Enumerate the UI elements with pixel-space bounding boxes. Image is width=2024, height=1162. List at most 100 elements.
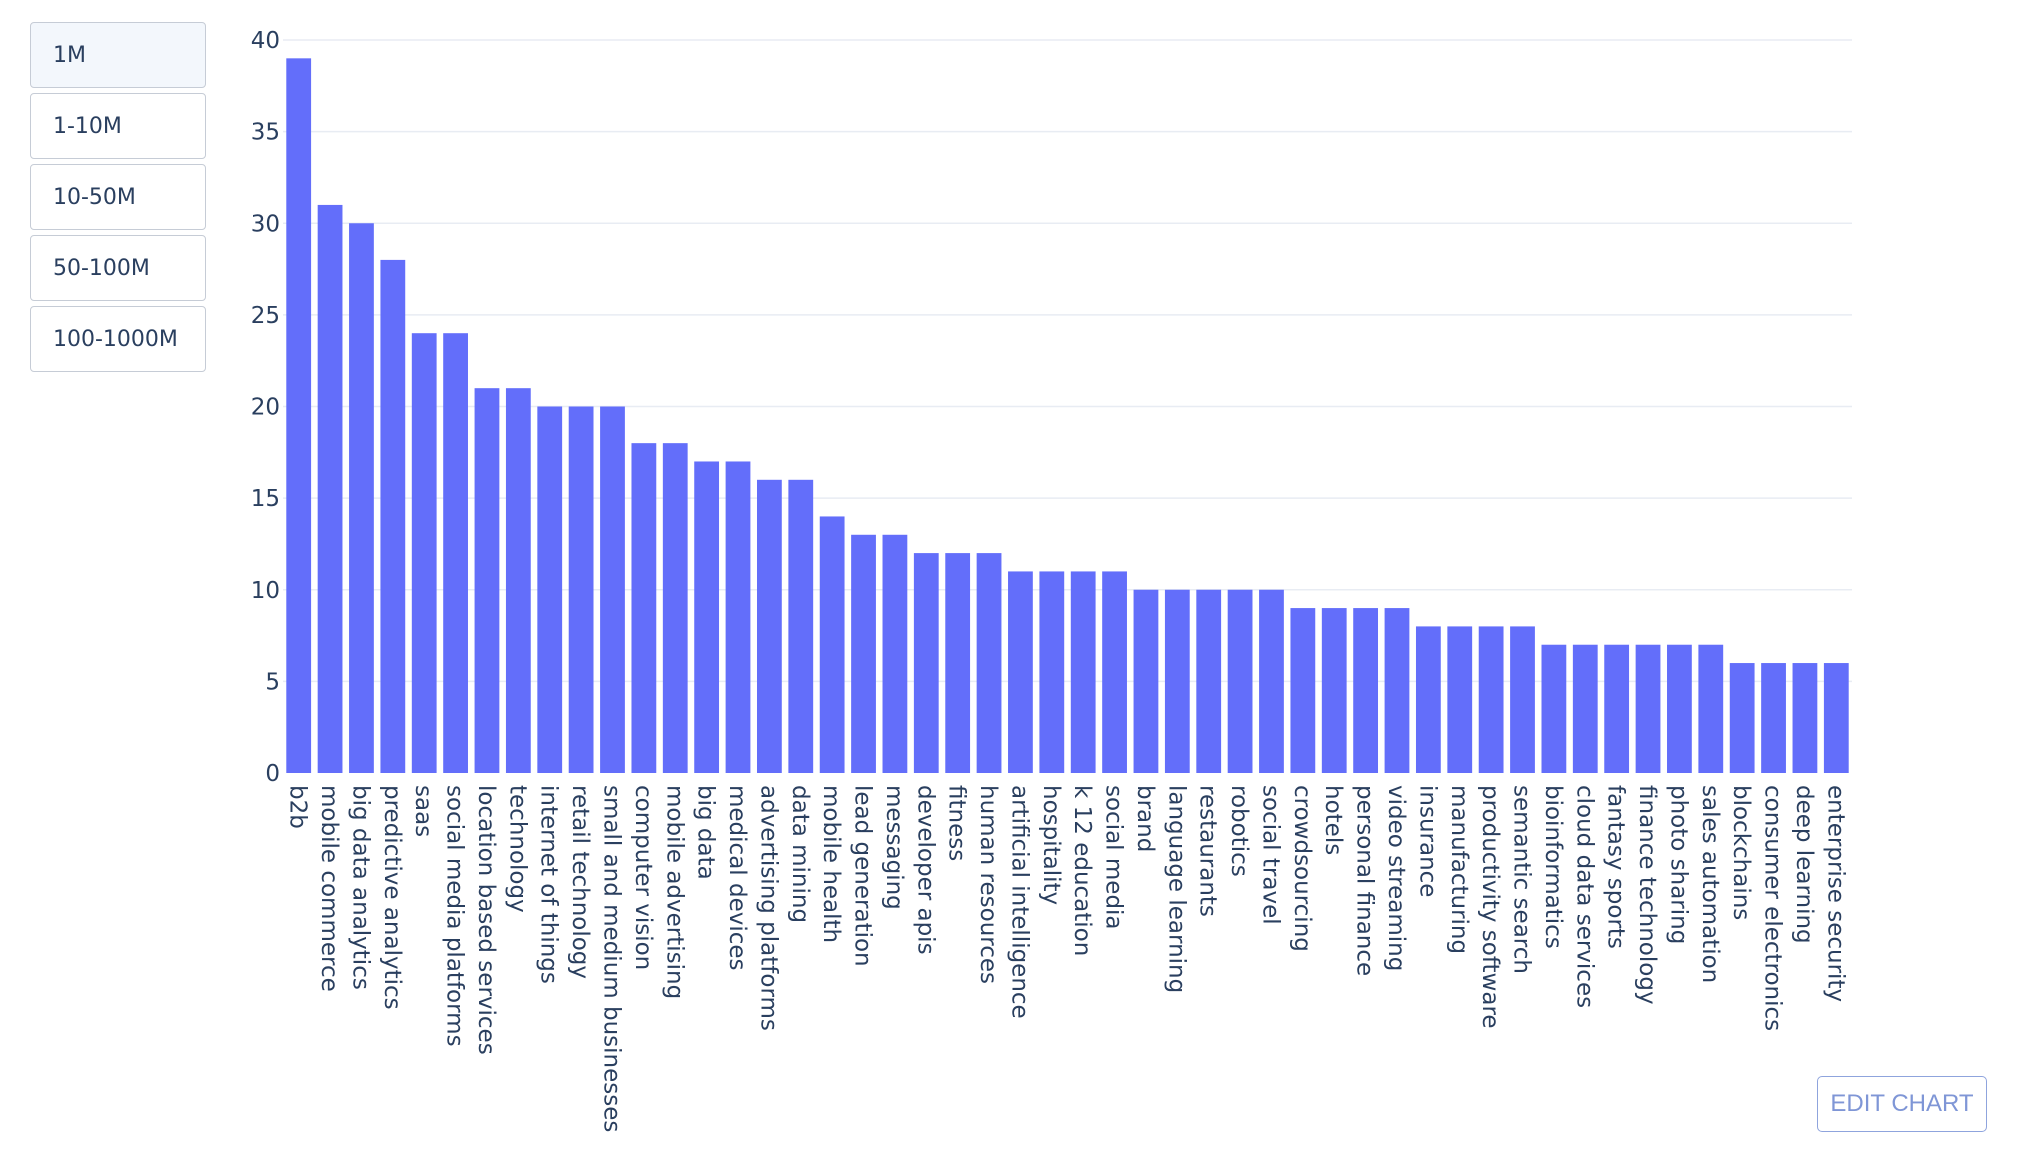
bar[interactable] bbox=[882, 534, 908, 773]
bar[interactable] bbox=[756, 479, 782, 773]
bar[interactable] bbox=[474, 388, 500, 773]
x-tick-label: saas bbox=[410, 785, 436, 837]
bar[interactable] bbox=[1133, 589, 1159, 773]
x-tick-label: human resources bbox=[975, 785, 1001, 984]
bar[interactable] bbox=[1635, 644, 1661, 773]
filter-50-100m-button[interactable]: 50-100M bbox=[30, 235, 206, 301]
bar[interactable] bbox=[1227, 589, 1253, 773]
bar[interactable] bbox=[443, 333, 468, 773]
bar[interactable] bbox=[1572, 644, 1598, 773]
x-tick-label: artificial intelligence bbox=[1006, 785, 1032, 1019]
x-tick-label: productivity software bbox=[1477, 785, 1503, 1029]
filter-100-1000m-button[interactable]: 100-1000M bbox=[30, 306, 206, 372]
x-tick-label: hotels bbox=[1320, 785, 1346, 855]
x-tick-label: personal finance bbox=[1352, 785, 1378, 976]
bar[interactable] bbox=[1259, 589, 1284, 773]
x-tick-label: enterprise security bbox=[1822, 785, 1848, 1002]
edit-chart-button[interactable]: EDIT CHART bbox=[1817, 1076, 1987, 1132]
x-tick-label: robotics bbox=[1226, 785, 1252, 877]
x-tick-label: location based services bbox=[473, 785, 499, 1055]
bar[interactable] bbox=[600, 406, 625, 774]
bar[interactable] bbox=[913, 553, 939, 773]
bar[interactable] bbox=[1761, 663, 1786, 773]
bar[interactable] bbox=[1196, 589, 1222, 773]
bar[interactable] bbox=[380, 259, 406, 773]
bar[interactable] bbox=[1510, 626, 1535, 773]
y-tick-label: 20 bbox=[251, 395, 280, 421]
bar[interactable] bbox=[537, 406, 563, 774]
x-tick-label: fitness bbox=[944, 785, 970, 861]
bar[interactable] bbox=[851, 534, 876, 773]
y-tick-label: 30 bbox=[251, 211, 280, 237]
x-tick-label: deep learning bbox=[1791, 785, 1817, 944]
bar[interactable] bbox=[1478, 626, 1504, 773]
bar[interactable] bbox=[1667, 644, 1692, 773]
bar[interactable] bbox=[725, 461, 751, 773]
bar[interactable] bbox=[1384, 608, 1410, 773]
bar[interactable] bbox=[819, 516, 845, 773]
x-tick-label: blockchains bbox=[1728, 785, 1754, 920]
bar[interactable] bbox=[1102, 571, 1127, 773]
y-tick-label: 5 bbox=[265, 669, 280, 695]
bar[interactable] bbox=[1008, 571, 1033, 773]
bar[interactable] bbox=[945, 553, 971, 773]
bar[interactable] bbox=[411, 333, 437, 773]
x-tick-label: language learning bbox=[1163, 785, 1189, 993]
x-tick-label: photo sharing bbox=[1665, 785, 1691, 944]
filter-1m-button[interactable]: 1M bbox=[30, 22, 206, 88]
bar[interactable] bbox=[1604, 644, 1630, 773]
bar[interactable] bbox=[1415, 626, 1441, 773]
x-tick-label: small and medium businesses bbox=[598, 785, 624, 1132]
filter-1-10m-button[interactable]: 1-10M bbox=[30, 93, 206, 159]
bar[interactable] bbox=[976, 553, 1002, 773]
x-tick-label: lead generation bbox=[850, 785, 876, 967]
x-tick-label: big data bbox=[693, 785, 719, 880]
x-tick-label: retail technology bbox=[567, 785, 593, 979]
filter-10-50m-button[interactable]: 10-50M bbox=[30, 164, 206, 230]
x-tick-label: computer vision bbox=[630, 785, 656, 970]
bar[interactable] bbox=[568, 406, 594, 774]
y-tick-label: 15 bbox=[251, 486, 280, 512]
y-tick-label: 10 bbox=[251, 578, 280, 604]
bars bbox=[286, 58, 1849, 774]
x-tick-label: sales automation bbox=[1697, 785, 1723, 983]
x-tick-label: hospitality bbox=[1038, 785, 1064, 905]
x-tick-label: crowdsourcing bbox=[1289, 785, 1315, 952]
bar[interactable] bbox=[788, 479, 814, 773]
bar[interactable] bbox=[1321, 608, 1347, 773]
x-tick-label: brand bbox=[1132, 785, 1158, 852]
bar[interactable] bbox=[694, 461, 720, 773]
x-tick-label: developer apis bbox=[912, 785, 938, 955]
bar[interactable] bbox=[1290, 608, 1316, 773]
bar[interactable] bbox=[317, 204, 343, 774]
x-tick-label: restaurants bbox=[1195, 785, 1221, 917]
bar[interactable] bbox=[1070, 571, 1096, 773]
bar[interactable] bbox=[286, 58, 312, 773]
y-tick-label: 40 bbox=[251, 28, 280, 54]
x-tick-label: social media bbox=[1101, 785, 1127, 930]
x-tick-label: finance technology bbox=[1634, 785, 1660, 1005]
x-tick-label: bioinformatics bbox=[1540, 785, 1566, 949]
bar[interactable] bbox=[1353, 608, 1379, 773]
x-tick-label: medical devices bbox=[724, 785, 750, 971]
bar[interactable] bbox=[1447, 626, 1473, 773]
range-filter-group: 1M 1-10M 10-50M 50-100M 100-1000M bbox=[30, 22, 206, 372]
bar[interactable] bbox=[1541, 644, 1567, 773]
bar[interactable] bbox=[1823, 663, 1849, 773]
x-tick-label: big data analytics bbox=[347, 785, 373, 990]
bar[interactable] bbox=[1164, 589, 1190, 773]
bar[interactable] bbox=[1729, 663, 1755, 773]
x-tick-label: data mining bbox=[787, 785, 813, 923]
x-tick-label: messaging bbox=[881, 785, 907, 910]
y-tick-label: 25 bbox=[251, 303, 280, 329]
bar[interactable] bbox=[1039, 571, 1065, 773]
x-tick-label: b2b bbox=[285, 785, 311, 829]
bar[interactable] bbox=[631, 443, 657, 773]
bar[interactable] bbox=[1792, 663, 1818, 773]
bar[interactable] bbox=[662, 443, 688, 773]
bar[interactable] bbox=[1698, 644, 1724, 773]
x-tick-label: manufacturing bbox=[1446, 785, 1472, 954]
bar[interactable] bbox=[505, 388, 531, 773]
x-tick-label: video streaming bbox=[1383, 785, 1409, 971]
bar[interactable] bbox=[349, 223, 374, 773]
